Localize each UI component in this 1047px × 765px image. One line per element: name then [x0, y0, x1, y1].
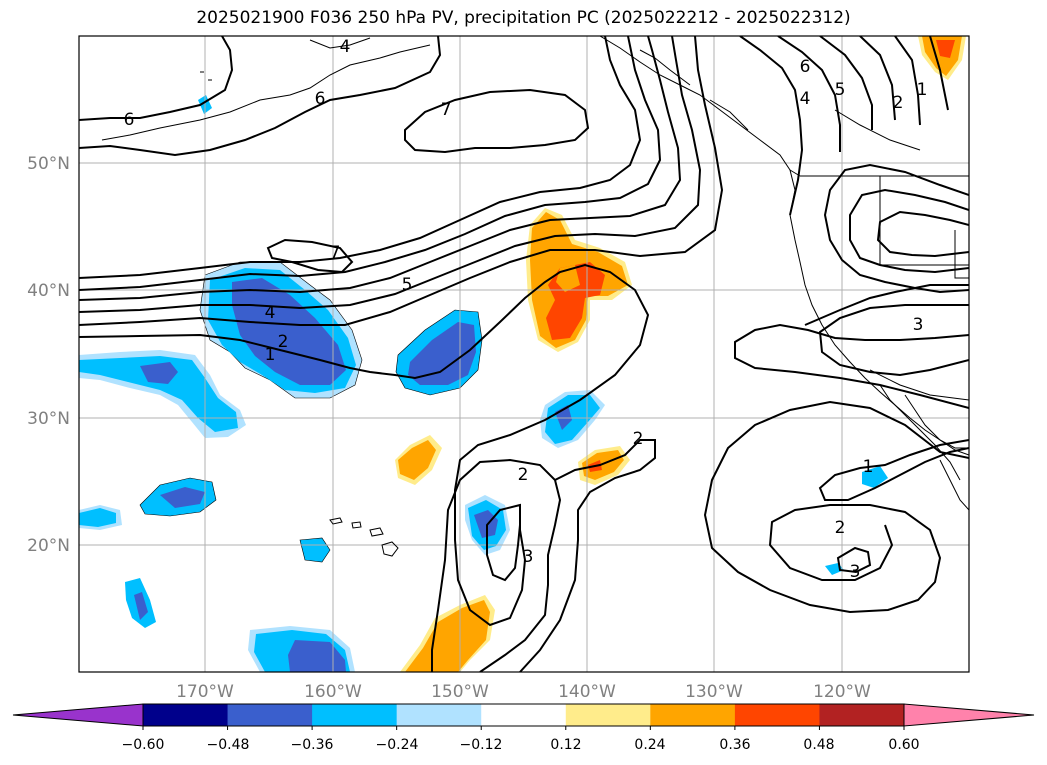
contour-label: 5	[835, 80, 846, 100]
colorbar-tick-labels: −0.60 −0.48 −0.36 −0.24 −0.12 0.12 0.24 …	[122, 737, 920, 753]
colorbar-extend-high	[903, 703, 1035, 727]
coastlines	[101, 36, 969, 557]
colorbar-tick: −0.48	[207, 737, 250, 753]
contour-label: 4	[800, 89, 811, 109]
contour-label: 6	[124, 110, 135, 130]
lat-label: 50°N	[27, 154, 70, 174]
colorbar-tick: 0.60	[888, 737, 919, 753]
contour-label: 2	[633, 429, 644, 449]
colorbar-tick: 0.24	[634, 737, 665, 753]
contour-label: 2	[835, 518, 846, 538]
lon-label: 150°W	[431, 682, 489, 702]
lon-label: 140°W	[558, 682, 616, 702]
contour-label: 4	[340, 37, 351, 57]
colorbar-swatches	[143, 704, 905, 726]
contour-label: 3	[523, 547, 534, 567]
colorbar-tick: 0.48	[803, 737, 834, 753]
colorbar-tick-marks	[142, 726, 905, 730]
contour-label: 7	[441, 100, 452, 120]
graticule	[79, 36, 969, 672]
colorbar-swatch	[227, 704, 313, 726]
contour-label: 2	[518, 465, 529, 485]
colorbar-tick: 0.36	[719, 737, 750, 753]
colorbar-swatch	[565, 704, 651, 726]
contour-label: 3	[850, 562, 861, 582]
colorbar-swatch	[819, 704, 905, 726]
contour-label: 2	[278, 332, 289, 352]
contour-label: 5	[402, 275, 413, 295]
colorbar-swatch	[312, 704, 398, 726]
contour-label: 6	[315, 89, 326, 109]
contour-labels: 7 7 6 6 6 5 5 4 4 4 3 3 3 2 2 2 2 2 1 1 …	[124, 37, 928, 582]
lat-label: 30°N	[27, 409, 70, 429]
longitude-labels: 170°W 160°W 150°W 140°W 130°W 120°W	[176, 682, 871, 702]
pv-contours	[79, 36, 969, 672]
colorbar-swatch	[650, 704, 736, 726]
lon-label: 170°W	[176, 682, 234, 702]
colorbar: −0.60 −0.48 −0.36 −0.24 −0.12 0.12 0.24 …	[12, 703, 1035, 753]
colorbar-tick: −0.24	[376, 737, 419, 753]
lon-label: 120°W	[813, 682, 871, 702]
colorbar-tick: −0.36	[291, 737, 334, 753]
colorbar-frame	[142, 703, 905, 727]
colorbar-swatch	[734, 704, 820, 726]
contour-label: 1	[917, 80, 928, 100]
contour-label: 4	[265, 303, 276, 323]
contour-label: 1	[265, 345, 276, 365]
contour-label: 1	[863, 457, 874, 477]
contour-label: 6	[800, 57, 811, 77]
colorbar-extend-low	[12, 703, 144, 727]
contour-label: 2	[893, 93, 904, 113]
colorbar-swatch	[481, 704, 567, 726]
lat-label: 20°N	[27, 536, 70, 556]
colorbar-swatch	[396, 704, 482, 726]
precip-shading-positive	[395, 36, 966, 672]
contour-label: 7	[330, 243, 341, 263]
lon-label: 130°W	[685, 682, 743, 702]
lat-label: 40°N	[27, 281, 70, 301]
latitude-labels: 50°N 40°N 30°N 20°N	[27, 154, 70, 556]
colorbar-swatch	[143, 704, 229, 726]
colorbar-tick: 0.12	[550, 737, 581, 753]
map-frame	[78, 35, 970, 673]
map-title: 2025021900 F036 250 hPa PV, precipitatio…	[196, 8, 851, 28]
contour-label: 3	[913, 315, 924, 335]
colorbar-tick: −0.60	[122, 737, 165, 753]
precip-shading-negative	[79, 95, 888, 672]
lon-label: 160°W	[304, 682, 362, 702]
colorbar-tick: −0.12	[460, 737, 503, 753]
